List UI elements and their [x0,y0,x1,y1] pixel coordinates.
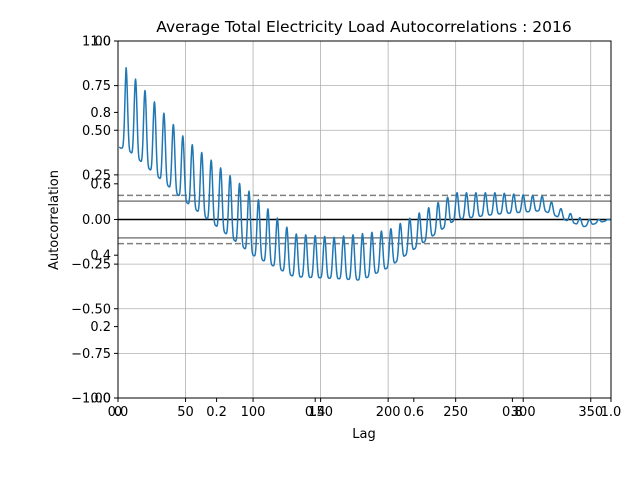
overlay-x-tick-label: 0.8 [502,405,523,420]
y-axis-label: Autocorrelation [47,170,62,270]
overlay-y-tick-label: 0.6 [90,177,111,192]
x-tick-label: 250 [443,405,468,420]
x-tick-label: 200 [376,405,401,420]
y-tick-label: −0.25 [71,258,111,273]
chart-title: Average Total Electricity Load Autocorre… [156,18,572,36]
x-tick-label: 350 [578,405,603,420]
series-layer [118,67,612,281]
overlay-x-tick-label: 1.0 [601,405,622,420]
y-tick-label: 0.75 [82,79,111,94]
y-tick-label: 0.00 [82,213,111,228]
overlay-y-tick-label: 0.4 [90,249,111,264]
x-tick-label: 100 [241,405,266,420]
overlay-x-tick-label: 0.2 [206,405,227,420]
y-tick-label: −1.00 [71,392,111,407]
y-tick-label: 0.50 [82,124,111,139]
x-tick-label: 150 [308,405,333,420]
y-tick-label: 1.00 [82,35,111,50]
x-tick-label: 0 [114,405,122,420]
overlay-y-tick-label: 0.8 [90,106,111,121]
y-tick-label: 0.25 [82,168,111,183]
x-axis-label: Lag [352,427,375,442]
x-tick-label: 300 [511,405,536,420]
overlay-y-tick-label: 1.0 [90,35,111,50]
overlay-x-tick-label: 0.0 [108,405,129,420]
y-tick-label: −0.75 [71,347,111,362]
overlay-y-tick-label: 0.0 [90,392,111,407]
y-tick-label: −0.50 [71,302,111,317]
tick-layer: 0 50 100 150 200 250 300 350 0.0 0.2 0.4 0.6 0.8 1.0 −… [71,35,621,421]
x-tick-label: 50 [177,405,194,420]
overlay-x-tick-label: 0.4 [305,405,326,420]
overlay-y-tick-label: 0.2 [90,320,111,335]
overlay-x-tick-label: 0.6 [403,405,424,420]
series-line-autocorrelation [118,67,612,281]
